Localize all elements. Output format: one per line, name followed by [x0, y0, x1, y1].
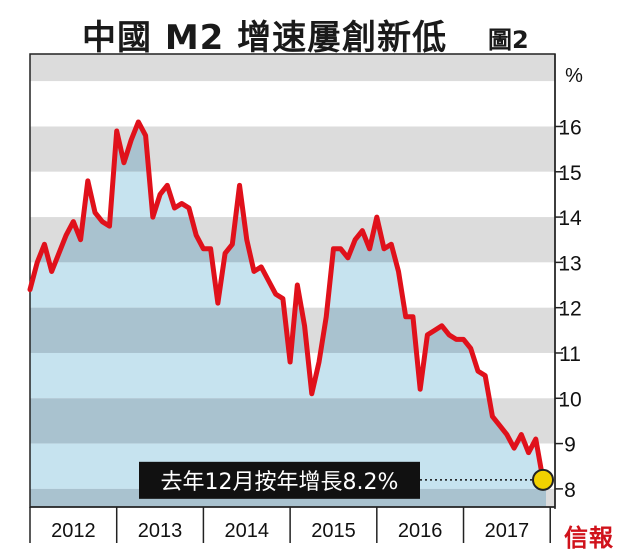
latest-value-marker — [532, 468, 554, 491]
x-year-label: 2014 — [225, 520, 270, 542]
band-row — [30, 81, 555, 127]
series-line — [27, 119, 546, 483]
band-row — [30, 126, 555, 172]
x-year-label: 2013 — [138, 520, 183, 542]
y-tick-label: 14 — [558, 207, 582, 230]
y-tick-label: 13 — [558, 252, 581, 275]
band-row — [30, 54, 555, 82]
y-tick-label: 10 — [558, 388, 581, 411]
publisher-logo: 信報 — [564, 523, 614, 552]
y-tick-label: 11 — [559, 343, 581, 366]
y-tick-label: 15 — [558, 162, 581, 185]
y-unit-label: % — [565, 65, 583, 87]
annotation-box — [139, 461, 420, 499]
x-year-label: 2012 — [51, 520, 96, 542]
figure-label: 圖2 — [488, 26, 529, 54]
y-tick-label: 9 — [564, 434, 576, 457]
chart-title-text: 中國 M2 增速屢創新低 — [82, 18, 448, 58]
y-tick-label: 8 — [564, 479, 576, 502]
annotation-text: 去年12月按年增長8.2% — [161, 470, 399, 495]
y-tick-label: 12 — [558, 298, 581, 321]
area-band — [30, 398, 546, 444]
y-tick-label: 16 — [558, 116, 581, 139]
chart-title: 中國 M2 增速屢創新低 圖2 — [0, 6, 620, 58]
x-year-label: 2015 — [311, 520, 356, 542]
x-year-label: 2017 — [485, 520, 530, 542]
x-year-label: 2016 — [398, 520, 443, 542]
